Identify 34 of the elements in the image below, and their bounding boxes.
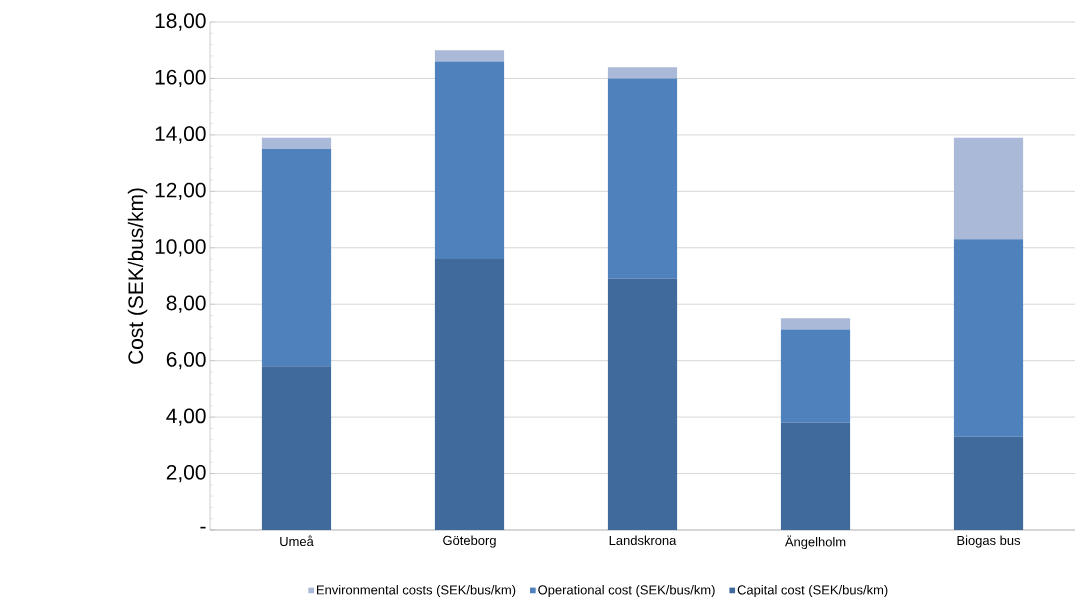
y-tick-label: 12,00	[155, 182, 206, 200]
y-tick-label: 18,00	[155, 13, 206, 31]
bar	[780, 329, 851, 423]
y-axis-title: Cost (SEK/bus/km)	[127, 188, 148, 364]
bar	[261, 137, 332, 149]
bar	[607, 67, 678, 79]
bar	[261, 366, 332, 530]
x-tick-label: Göteborg	[443, 535, 496, 548]
y-tick-label: 6,00	[166, 352, 206, 370]
y-tick-label: -	[200, 526, 206, 529]
x-tick-label: Landskrona	[609, 535, 677, 546]
bar	[434, 61, 505, 260]
bar	[953, 436, 1024, 530]
y-tick-label: 10,00	[155, 239, 206, 257]
bar	[780, 318, 851, 330]
x-tick-label: Biogas bus	[957, 535, 1021, 548]
bar	[607, 278, 678, 530]
bar	[434, 259, 505, 530]
y-tick-label: 4,00	[166, 408, 206, 426]
x-tick-label: Umeå	[280, 535, 314, 547]
bar	[780, 422, 851, 530]
bar	[953, 137, 1024, 240]
bar	[953, 239, 1024, 437]
bar	[607, 78, 678, 279]
y-tick-label: 14,00	[155, 126, 206, 144]
bar	[261, 149, 332, 367]
bar	[434, 50, 505, 62]
x-tick-label: Ängelholm	[784, 535, 846, 550]
y-tick-label: 2,00	[166, 464, 206, 483]
y-tick-label: 16,00	[155, 69, 206, 88]
legend-label: Operational cost (SEK/bus/km)	[538, 584, 715, 598]
y-tick-label: 8,00	[166, 295, 206, 313]
legend-label: Environmental costs (SEK/bus/km)	[317, 584, 516, 598]
legend-label: Capital cost (SEK/bus/km)	[737, 584, 888, 598]
